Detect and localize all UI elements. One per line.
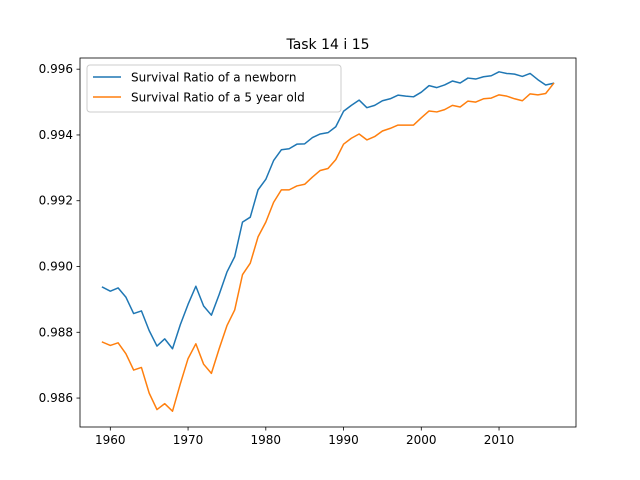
x-tick-label: 2000	[406, 433, 437, 447]
y-tick-label: 0.994	[39, 128, 73, 142]
x-tick-label: 1990	[328, 433, 359, 447]
series-layer	[101, 71, 555, 412]
x-tick-label: 2010	[484, 433, 515, 447]
legend-box	[86, 64, 342, 113]
x-tick-label: 1970	[173, 433, 204, 447]
y-tick-label: 0.992	[39, 194, 73, 208]
y-axis: 0.986 0.988 0.990 0.992 0.994 0.996	[39, 62, 80, 405]
y-tick-label: 0.986	[39, 391, 73, 405]
x-axis: 1960 1970 1980 1990 2000 2010	[95, 427, 514, 447]
legend: Survival Ratio of a newborn Survival Rati…	[86, 64, 342, 113]
x-tick-label: 1980	[251, 433, 282, 447]
y-tick-label: 0.996	[39, 62, 73, 76]
series-line-1	[101, 71, 555, 350]
x-tick-label: 1960	[95, 433, 126, 447]
axes-frame	[79, 57, 577, 428]
legend-label-2: Survival Ratio of a 5 year old	[131, 91, 305, 105]
y-tick-label: 0.990	[39, 260, 73, 274]
chart-title: Task 14 i 15	[285, 37, 369, 53]
y-tick-label: 0.988	[39, 325, 73, 339]
series-line-2	[101, 82, 555, 412]
legend-label-1: Survival Ratio of a newborn	[131, 71, 296, 85]
